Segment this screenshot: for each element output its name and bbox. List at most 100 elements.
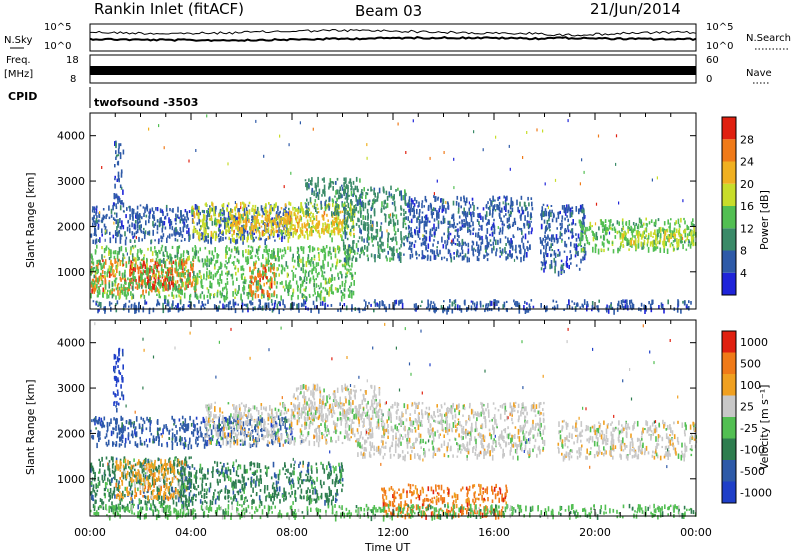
data-cell (390, 185, 392, 190)
data-cell (588, 226, 590, 229)
data-cell (412, 199, 414, 205)
data-cell (673, 227, 676, 231)
data-cell (181, 234, 184, 239)
data-cell (345, 192, 348, 199)
data-cell (425, 214, 428, 221)
data-cell (295, 217, 297, 220)
data-cell (486, 258, 489, 262)
data-cell (237, 267, 239, 273)
data-cell (630, 227, 633, 234)
data-cell (393, 214, 396, 217)
data-cell (312, 225, 315, 229)
data-cell (606, 304, 608, 309)
data-cell (271, 293, 273, 298)
data-cell (101, 246, 103, 250)
data-cell (107, 247, 110, 250)
data-cell (248, 218, 250, 223)
data-cell (416, 217, 418, 223)
data-cell (357, 211, 360, 214)
data-cell (115, 156, 117, 160)
data-cell (220, 236, 222, 242)
data-cell (164, 261, 167, 264)
data-cell (232, 299, 235, 305)
data-cell (295, 267, 297, 270)
data-cell (175, 261, 178, 266)
data-cell (328, 182, 331, 188)
data-cell (120, 287, 123, 292)
data-cell (229, 300, 231, 305)
data-cell (396, 248, 398, 253)
data-cell (282, 299, 284, 306)
data-cell (251, 270, 253, 275)
data-cell (342, 241, 345, 248)
data-cell (443, 217, 446, 224)
data-cell (163, 288, 166, 292)
data-cell (117, 259, 119, 262)
data-cell (280, 217, 283, 220)
data-cell (206, 210, 208, 214)
data-cell (586, 226, 588, 232)
data-cell (103, 255, 106, 258)
data-cell (409, 207, 412, 212)
data-cell (370, 207, 373, 210)
data-cell (345, 305, 348, 311)
data-cell (152, 229, 154, 236)
data-cell (522, 156, 524, 159)
data-cell (451, 239, 453, 243)
data-cell (268, 260, 270, 263)
data-cell (211, 220, 214, 226)
data-cell (270, 299, 273, 303)
data-cell (299, 121, 301, 125)
data-cell (289, 286, 292, 289)
data-cell (226, 292, 228, 297)
data-cell (394, 222, 397, 226)
data-cell (317, 247, 320, 251)
data-cell (114, 212, 116, 215)
data-cell (185, 265, 187, 269)
data-cell (680, 217, 682, 223)
data-cell (692, 223, 694, 227)
data-cell (446, 258, 448, 262)
data-cell (407, 204, 409, 208)
data-cell (527, 196, 529, 201)
data-cell (482, 304, 484, 308)
data-cell (228, 247, 230, 252)
data-cell (106, 270, 109, 274)
data-cell (618, 248, 621, 252)
data-cell (332, 291, 334, 295)
data-cell (676, 307, 679, 313)
data-cell (238, 259, 240, 264)
data-cell (201, 285, 204, 289)
ytick-label: 2000 (57, 220, 85, 233)
data-cell (158, 124, 160, 128)
data-cell (139, 261, 142, 266)
data-cell (486, 228, 489, 234)
data-cell (278, 234, 280, 237)
data-cell (341, 202, 344, 208)
data-cell (218, 267, 221, 270)
data-cell (200, 227, 202, 230)
data-cell (300, 217, 303, 220)
data-cell (281, 249, 284, 252)
data-cell (519, 201, 521, 207)
data-cell (456, 238, 459, 242)
data-cell (602, 228, 604, 233)
data-cell (353, 240, 355, 244)
data-cell (501, 226, 504, 232)
data-cell (501, 220, 504, 225)
data-cell (282, 216, 284, 220)
data-cell (167, 308, 170, 313)
data-cell (249, 226, 251, 231)
data-cell (288, 232, 291, 239)
data-cell (206, 273, 208, 278)
data-cell (543, 219, 546, 224)
data-cell (330, 267, 332, 272)
data-cell (220, 279, 223, 284)
data-cell (180, 210, 182, 216)
data-cell (104, 228, 107, 231)
data-cell (358, 197, 360, 201)
data-cell (450, 254, 452, 259)
data-cell (690, 231, 692, 237)
data-cell (216, 291, 219, 298)
